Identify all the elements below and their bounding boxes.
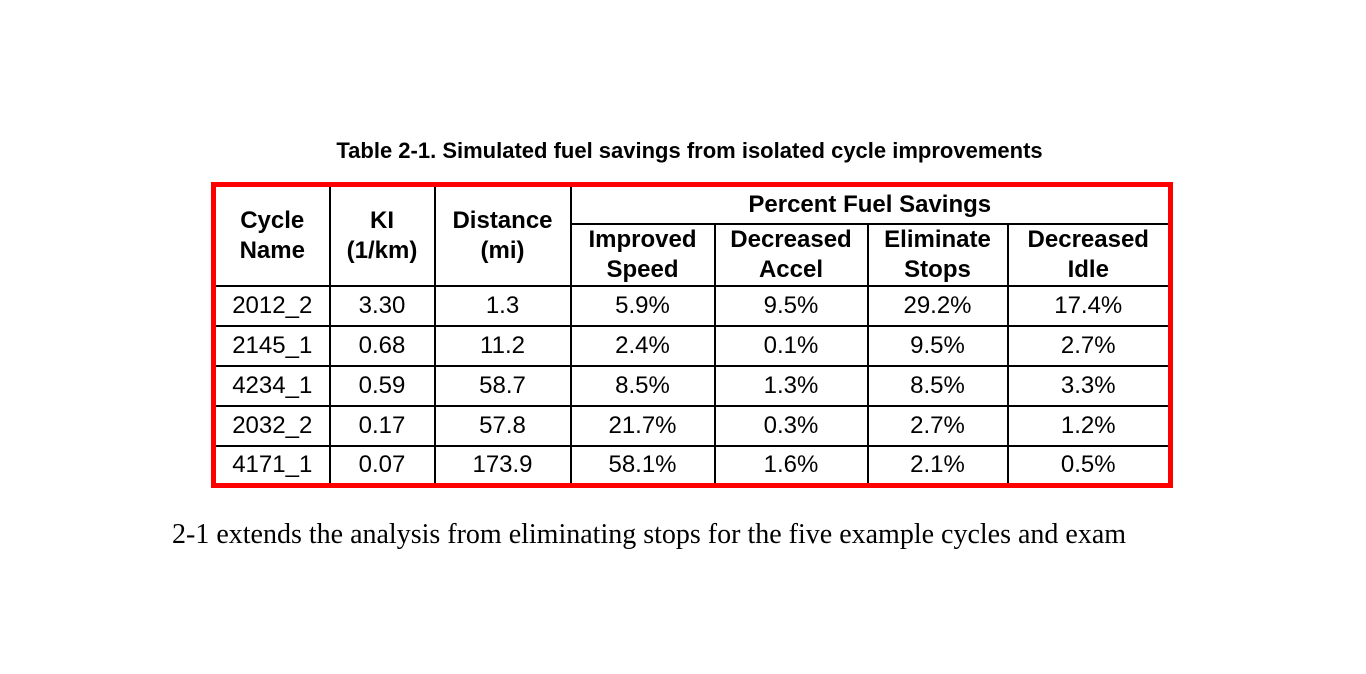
cell-improved-speed: 21.7% (569, 404, 716, 447)
table-row: 2032_2 0.17 57.8 21.7% 0.3% 2.7% 1.2% (212, 404, 1172, 447)
col-header-decreased-accel: Decreased Accel (713, 222, 869, 287)
table-caption: Table 2-1. Simulated fuel savings from i… (336, 138, 1043, 163)
cell-ki: 0.68 (328, 324, 436, 367)
header-sub-row: Improved Speed Decreased Accel Eliminate… (214, 222, 1172, 287)
col-header-eliminate-stops: Eliminate Stops (866, 222, 1009, 287)
cell-decreased-idle: 0.5% (1006, 444, 1172, 487)
cell-decreased-accel: 1.6% (713, 444, 869, 487)
cell-decreased-accel: 0.1% (713, 324, 869, 367)
cell-ki: 0.07 (328, 444, 436, 487)
header-group-row: Cycle Name KI (1/km) Distance (mi) Perce… (212, 183, 1172, 287)
table-row: 2145_1 0.68 11.2 2.4% 0.1% 9.5% 2.7% (212, 324, 1172, 367)
cell-cycle-name: 2145_1 (212, 324, 331, 367)
cell-eliminate-stops: 8.5% (866, 364, 1009, 407)
col-header-percent-fuel-savings: Percent Fuel Savings (569, 183, 1172, 225)
cell-ki: 3.30 (328, 284, 436, 327)
cell-decreased-idle: 1.2% (1006, 404, 1172, 447)
cell-distance: 173.9 (433, 444, 572, 487)
table-row: 2012_2 3.30 1.3 5.9% 9.5% 29.2% 17.4% (212, 284, 1172, 327)
cell-decreased-idle: 17.4% (1006, 284, 1172, 327)
col-header-decreased-idle: Decreased Idle (1006, 222, 1172, 287)
cell-ki: 0.17 (328, 404, 436, 447)
cell-distance: 11.2 (433, 324, 572, 367)
cell-decreased-accel: 1.3% (713, 364, 869, 407)
cell-improved-speed: 8.5% (569, 364, 716, 407)
cell-cycle-name: 4171_1 (212, 444, 331, 487)
table-row: 4234_1 0.59 58.7 8.5% 1.3% 8.5% 3.3% (212, 364, 1172, 407)
col-header-improved-speed: Improved Speed (569, 222, 716, 287)
table-row: 4171_1 0.07 173.9 58.1% 1.6% 2.1% 0.5% (212, 444, 1172, 487)
col-header-cycle-name: Cycle Name (212, 183, 331, 287)
cell-decreased-idle: 3.3% (1006, 364, 1172, 407)
cell-decreased-idle: 2.7% (1006, 324, 1172, 367)
cell-ki: 0.59 (328, 364, 436, 407)
cell-distance: 58.7 (433, 364, 572, 407)
cell-decreased-accel: 9.5% (713, 284, 869, 327)
cell-eliminate-stops: 2.7% (866, 404, 1009, 447)
paragraph-text: 2-1 extends the analysis from eliminatin… (172, 519, 1127, 550)
cell-improved-speed: 58.1% (569, 444, 716, 487)
cell-cycle-name: 2012_2 (212, 284, 331, 327)
cell-eliminate-stops: 9.5% (866, 324, 1009, 367)
cell-eliminate-stops: 2.1% (866, 444, 1009, 487)
col-header-distance: Distance (mi) (433, 183, 572, 287)
cell-improved-speed: 5.9% (569, 284, 716, 327)
cell-decreased-accel: 0.3% (713, 404, 869, 447)
col-header-ki: KI (1/km) (328, 183, 436, 287)
cell-cycle-name: 2032_2 (212, 404, 331, 447)
fuel-savings-table: Cycle Name KI (1/km) Distance (mi) Perce… (211, 182, 1174, 488)
cell-improved-speed: 2.4% (569, 324, 716, 367)
cell-distance: 1.3 (433, 284, 572, 327)
cell-cycle-name: 4234_1 (212, 364, 331, 407)
cell-distance: 57.8 (433, 404, 572, 447)
cell-eliminate-stops: 29.2% (866, 284, 1009, 327)
